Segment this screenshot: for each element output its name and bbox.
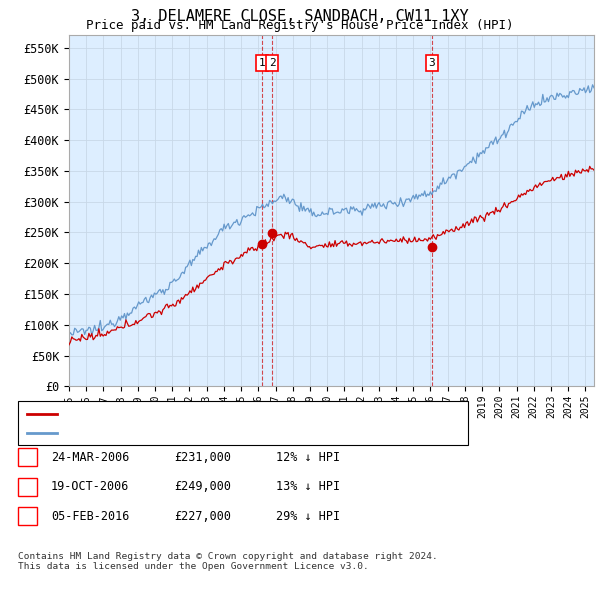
Text: Price paid vs. HM Land Registry's House Price Index (HPI): Price paid vs. HM Land Registry's House …: [86, 19, 514, 32]
Text: 3: 3: [428, 58, 436, 68]
Text: 29% ↓ HPI: 29% ↓ HPI: [276, 510, 340, 523]
Text: 3, DELAMERE CLOSE, SANDBACH, CW11 1XY (detached house): 3, DELAMERE CLOSE, SANDBACH, CW11 1XY (d…: [63, 409, 401, 418]
Text: £227,000: £227,000: [174, 510, 231, 523]
Text: 3: 3: [24, 510, 31, 523]
Text: 12% ↓ HPI: 12% ↓ HPI: [276, 451, 340, 464]
Text: £249,000: £249,000: [174, 480, 231, 493]
Text: 13% ↓ HPI: 13% ↓ HPI: [276, 480, 340, 493]
Text: £231,000: £231,000: [174, 451, 231, 464]
Text: 2: 2: [269, 58, 275, 68]
Text: 1: 1: [24, 451, 31, 464]
Text: 05-FEB-2016: 05-FEB-2016: [51, 510, 130, 523]
Text: 19-OCT-2006: 19-OCT-2006: [51, 480, 130, 493]
Text: 24-MAR-2006: 24-MAR-2006: [51, 451, 130, 464]
Text: Contains HM Land Registry data © Crown copyright and database right 2024.
This d: Contains HM Land Registry data © Crown c…: [18, 552, 438, 571]
Text: 1: 1: [259, 58, 266, 68]
Text: 2: 2: [24, 480, 31, 493]
Text: 3, DELAMERE CLOSE, SANDBACH, CW11 1XY: 3, DELAMERE CLOSE, SANDBACH, CW11 1XY: [131, 9, 469, 24]
Text: HPI: Average price, detached house, Cheshire East: HPI: Average price, detached house, Ches…: [63, 428, 369, 438]
